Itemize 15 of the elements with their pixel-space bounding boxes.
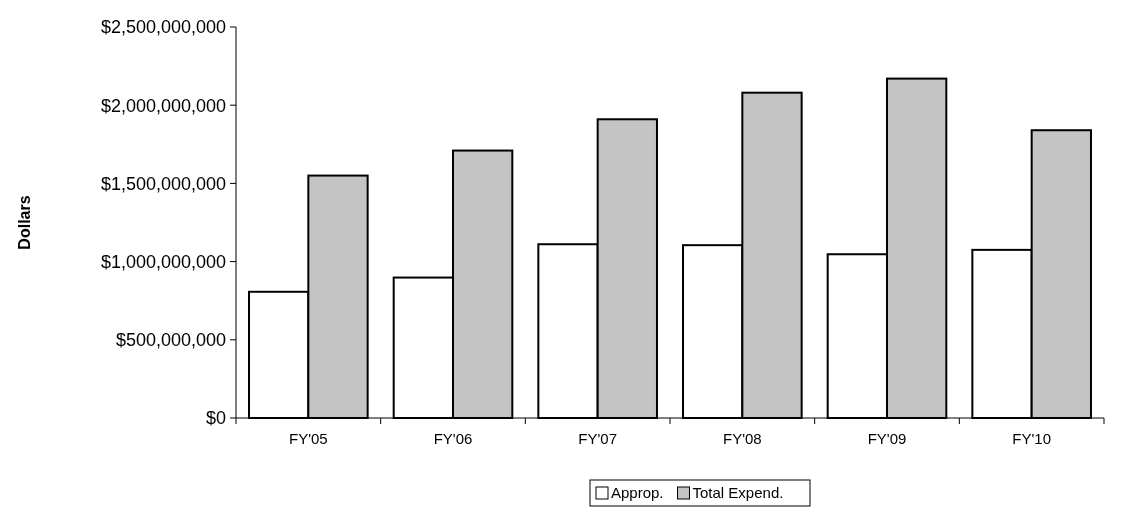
y-tick-label: $2,500,000,000 bbox=[100, 17, 226, 38]
x-tick-label: FY'07 bbox=[578, 430, 618, 447]
y-axis-title: Dollars bbox=[16, 195, 33, 250]
y-tick-label: $0 bbox=[205, 408, 226, 429]
x-tick-label: FY'08 bbox=[722, 430, 762, 447]
y-tick-label: $2,000,000,000 bbox=[100, 95, 226, 116]
y-tick-label: $1,500,000,000 bbox=[100, 173, 226, 194]
y-tick-label: $500,000,000 bbox=[115, 330, 226, 351]
legend-label: Approp. bbox=[611, 484, 664, 502]
y-tick-label: $1,000,000,000 bbox=[100, 251, 226, 272]
x-tick-label: FY'10 bbox=[1012, 430, 1052, 447]
x-tick-label: FY'06 bbox=[433, 430, 473, 447]
x-tick-label: FY'05 bbox=[288, 430, 328, 447]
legend-label: Total Expend. bbox=[692, 484, 784, 502]
x-tick-label: FY'09 bbox=[867, 430, 907, 447]
